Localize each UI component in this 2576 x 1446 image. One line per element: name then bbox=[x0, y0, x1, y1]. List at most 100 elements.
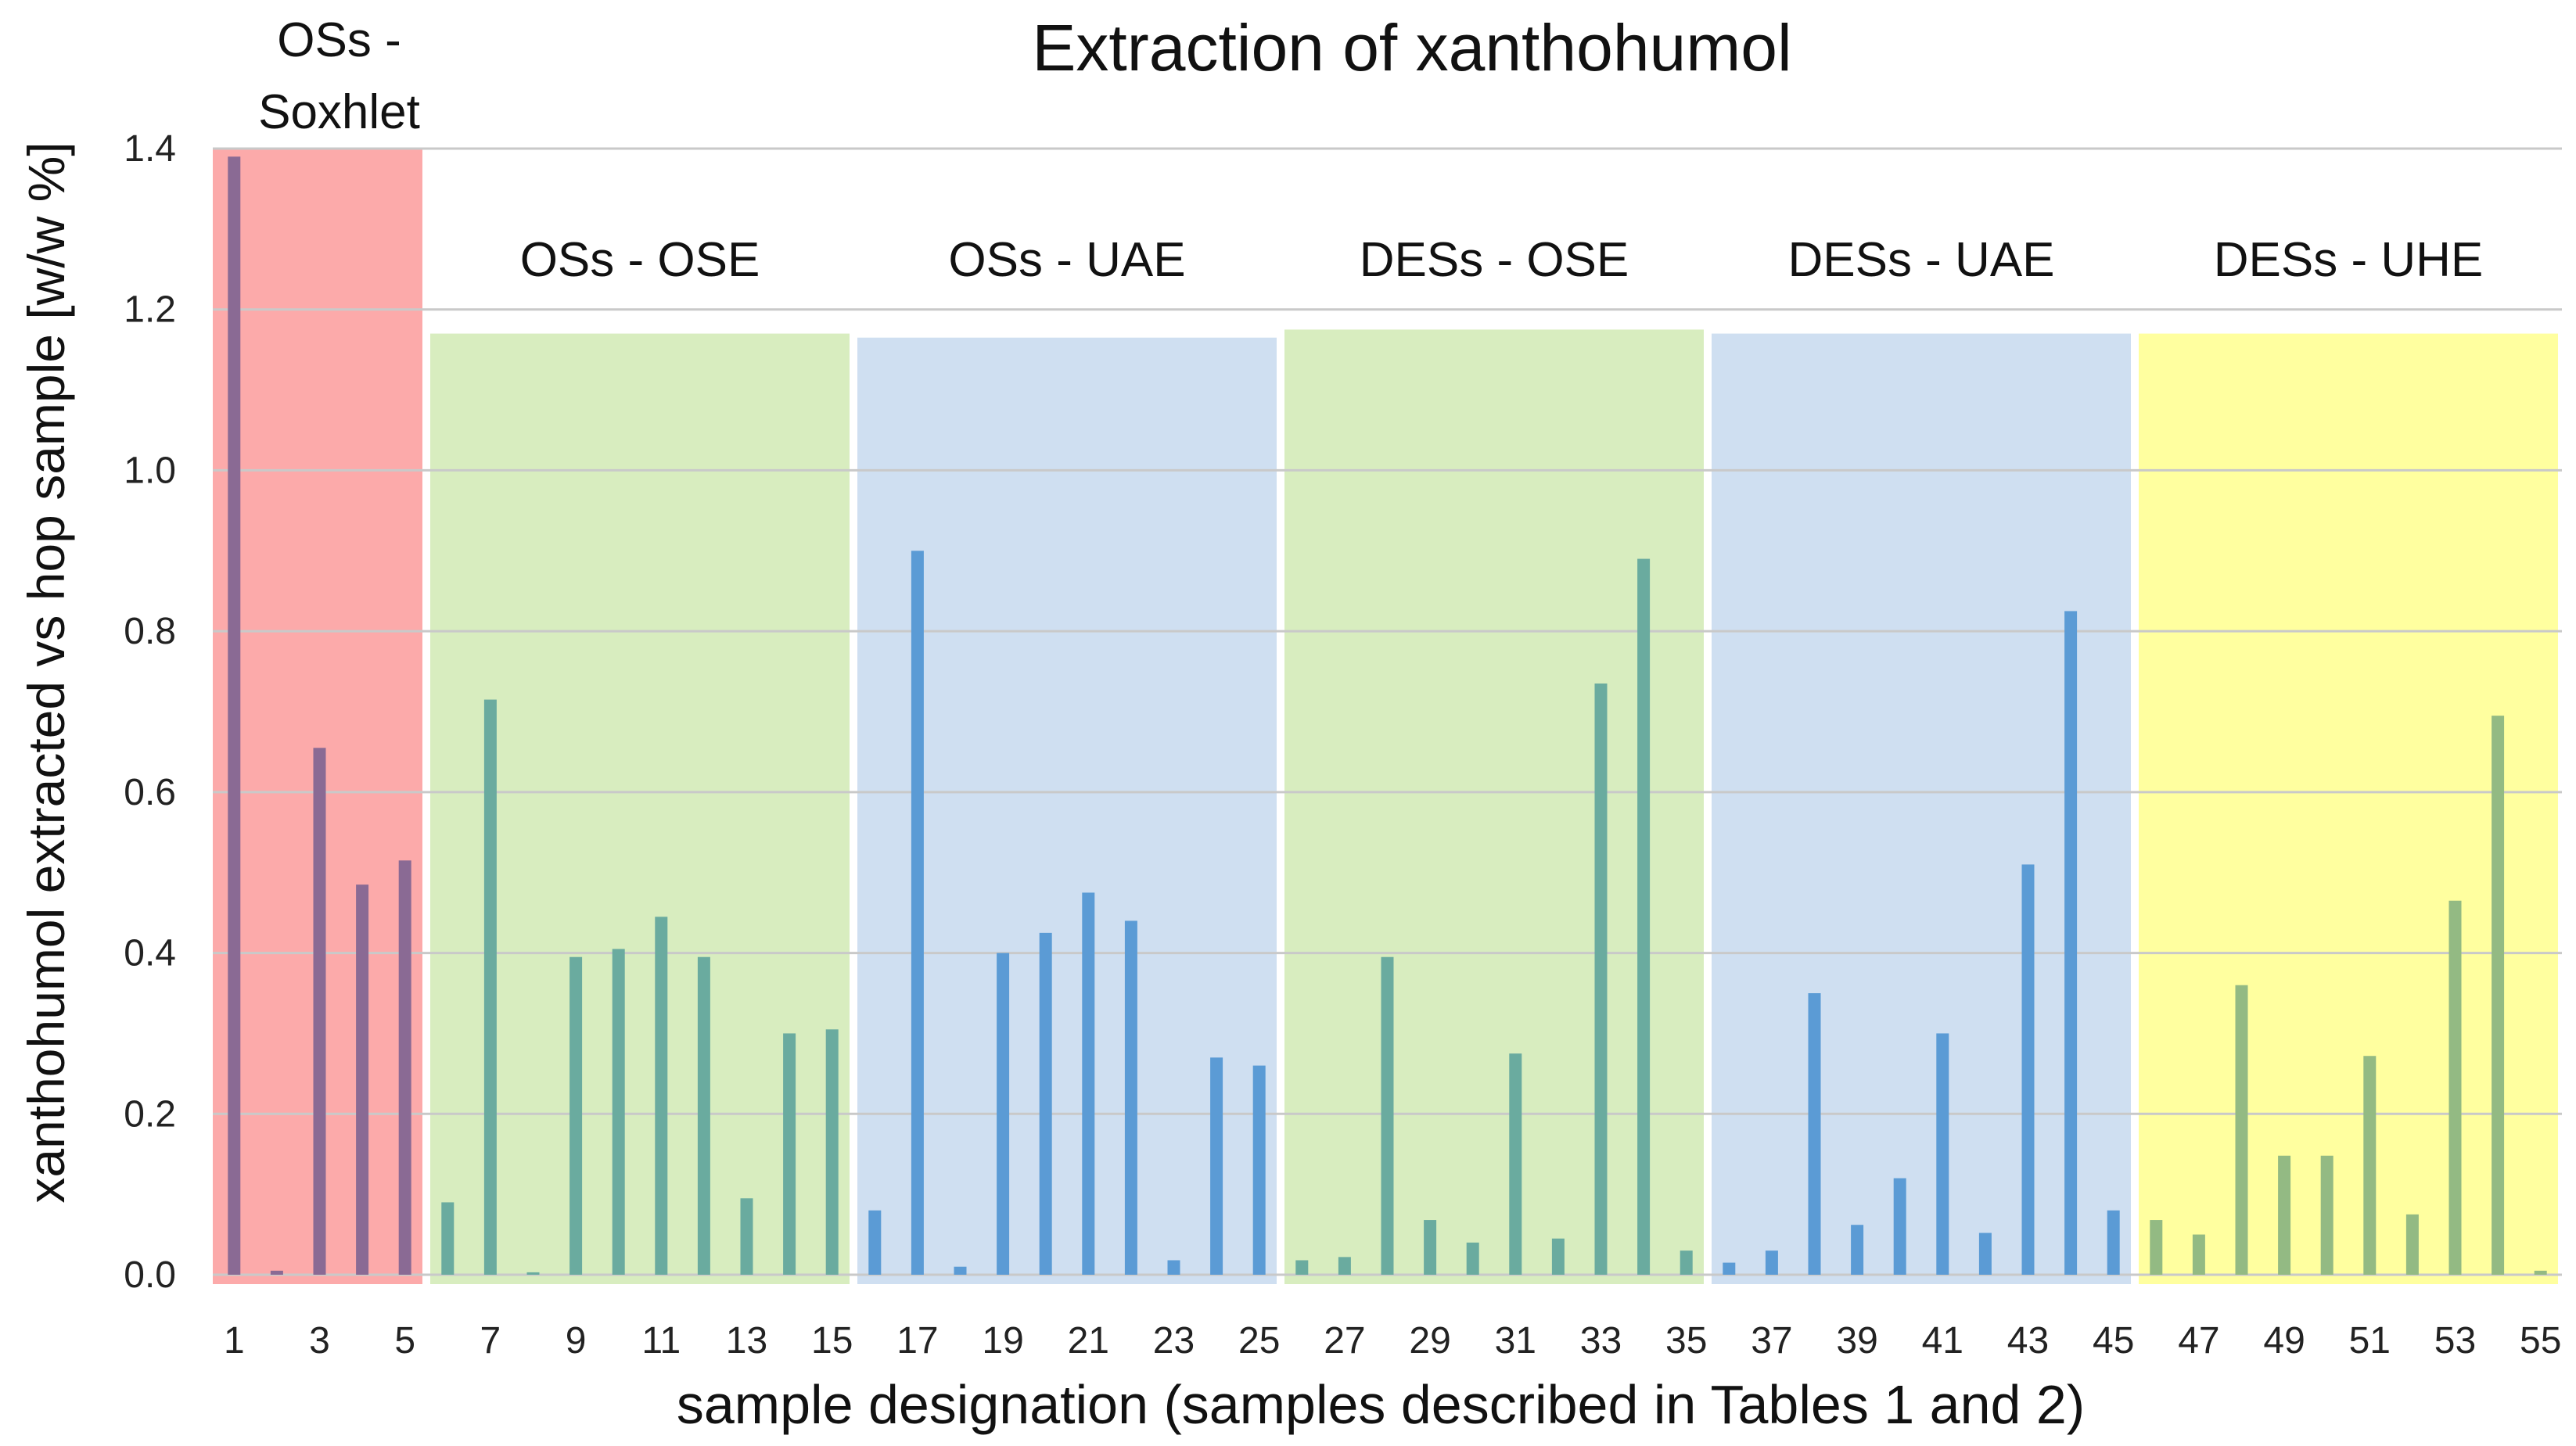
group-label: DESs - UAE bbox=[1787, 233, 2054, 287]
bar-sample-18 bbox=[954, 1266, 967, 1275]
bar-sample-21 bbox=[1082, 892, 1095, 1275]
x-tick-label: 25 bbox=[1238, 1320, 1280, 1362]
x-tick-label: 15 bbox=[811, 1320, 853, 1362]
group-band bbox=[430, 333, 850, 1285]
group-label-line: Soxhlet bbox=[258, 85, 420, 139]
bar-sample-16 bbox=[868, 1210, 882, 1275]
bar-sample-13 bbox=[740, 1198, 753, 1275]
x-tick-label: 43 bbox=[2007, 1320, 2049, 1362]
x-tick-label: 37 bbox=[1751, 1320, 1792, 1362]
bar-sample-25 bbox=[1252, 1065, 1266, 1275]
bar-sample-3 bbox=[313, 748, 326, 1275]
bar-sample-4 bbox=[356, 884, 369, 1275]
x-tick-label: 31 bbox=[1495, 1320, 1536, 1362]
bar-sample-1 bbox=[228, 156, 241, 1275]
bar-sample-24 bbox=[1210, 1057, 1223, 1275]
bar-sample-37 bbox=[1765, 1250, 1778, 1275]
gridlines bbox=[213, 147, 2562, 1276]
bar-sample-53 bbox=[2448, 900, 2462, 1275]
bar-sample-54 bbox=[2492, 716, 2505, 1275]
group-band bbox=[1712, 333, 2131, 1285]
x-tick-label: 13 bbox=[726, 1320, 767, 1362]
y-tick-label: 0.6 bbox=[124, 772, 176, 813]
bar-sample-42 bbox=[1978, 1233, 1992, 1275]
y-tick-label: 1.4 bbox=[124, 128, 176, 170]
bar-sample-47 bbox=[2192, 1234, 2205, 1275]
bar-sample-17 bbox=[911, 551, 924, 1275]
x-tick-label: 5 bbox=[394, 1320, 415, 1362]
y-tick-label: 1.2 bbox=[124, 289, 176, 331]
bar-sample-10 bbox=[612, 949, 625, 1275]
bar-sample-20 bbox=[1039, 932, 1052, 1275]
bar-sample-40 bbox=[1893, 1178, 1906, 1275]
bars bbox=[228, 156, 2547, 1275]
x-tick-label: 21 bbox=[1068, 1320, 1109, 1362]
x-tick-label: 9 bbox=[566, 1320, 587, 1362]
group-labels: OSs - Soxhlet OSs - OSE OSs - UAE DESs - OSE… bbox=[258, 13, 2483, 287]
bar-sample-26 bbox=[1295, 1260, 1309, 1275]
bar-sample-12 bbox=[697, 956, 710, 1275]
bar-sample-44 bbox=[2064, 611, 2078, 1275]
bar-sample-39 bbox=[1851, 1225, 1864, 1275]
x-tick-label: 11 bbox=[641, 1320, 681, 1362]
x-tick-label: 27 bbox=[1324, 1320, 1365, 1362]
x-tick-label: 41 bbox=[1922, 1320, 1963, 1362]
x-tick-label: 39 bbox=[1836, 1320, 1877, 1362]
bar-sample-19 bbox=[997, 953, 1010, 1275]
bar-sample-45 bbox=[2107, 1210, 2120, 1275]
bar-sample-41 bbox=[1936, 1033, 1949, 1275]
bar-sample-31 bbox=[1509, 1053, 1522, 1275]
x-tick-label: 19 bbox=[982, 1320, 1023, 1362]
bar-sample-46 bbox=[2150, 1220, 2163, 1275]
bar-sample-23 bbox=[1167, 1260, 1180, 1275]
bar-sample-49 bbox=[2278, 1155, 2291, 1275]
bar-sample-9 bbox=[569, 956, 583, 1275]
bar-sample-33 bbox=[1594, 684, 1608, 1275]
bar-sample-28 bbox=[1381, 956, 1394, 1275]
x-axis-label: sample designation (samples described in… bbox=[677, 1374, 2085, 1435]
group-label: DESs - OSE bbox=[1360, 233, 1629, 287]
group-label: OSs - UAE bbox=[948, 233, 1185, 287]
bar-sample-8 bbox=[526, 1272, 540, 1275]
x-tick-label: 45 bbox=[2093, 1320, 2134, 1362]
bar-sample-38 bbox=[1808, 993, 1821, 1275]
chart-title: Extraction of xanthohumol bbox=[1032, 11, 1791, 84]
bar-sample-43 bbox=[2021, 864, 2035, 1275]
bar-sample-35 bbox=[1680, 1250, 1693, 1275]
x-tick-label: 1 bbox=[224, 1320, 245, 1362]
bar-sample-5 bbox=[398, 860, 411, 1275]
bar-sample-27 bbox=[1338, 1257, 1351, 1275]
x-tick-labels: 1 3 5 7 9 11 13 15 17 19 21 23 25 27 29 31 33 35 37 39 41 43 4… bbox=[224, 1320, 2561, 1362]
y-tick-label: 0.2 bbox=[124, 1093, 176, 1135]
y-axis-label: xanthohumol extracted vs hop sample [w/w… bbox=[17, 142, 75, 1203]
x-tick-label: 29 bbox=[1409, 1320, 1450, 1362]
group-band bbox=[1284, 329, 1704, 1284]
x-tick-label: 49 bbox=[2263, 1320, 2305, 1362]
bar-sample-50 bbox=[2320, 1155, 2333, 1275]
y-tick-label: 0.0 bbox=[124, 1254, 176, 1296]
bar-sample-52 bbox=[2405, 1214, 2419, 1275]
bar-sample-34 bbox=[1637, 558, 1651, 1275]
bar-sample-32 bbox=[1551, 1238, 1565, 1275]
group-label: DESs - UHE bbox=[2214, 233, 2483, 287]
bar-sample-6 bbox=[441, 1202, 454, 1275]
group-band bbox=[2139, 333, 2558, 1285]
x-tick-label: 17 bbox=[896, 1320, 938, 1362]
y-tick-label: 0.4 bbox=[124, 933, 176, 974]
bar-sample-2 bbox=[270, 1270, 283, 1275]
x-tick-label: 51 bbox=[2349, 1320, 2391, 1362]
bar-sample-11 bbox=[655, 917, 668, 1275]
group-bands bbox=[213, 149, 2558, 1285]
x-tick-label: 35 bbox=[1665, 1320, 1707, 1362]
bar-sample-51 bbox=[2363, 1056, 2377, 1275]
group-label-line: OSs - bbox=[277, 13, 401, 67]
x-tick-label: 23 bbox=[1153, 1320, 1195, 1362]
x-tick-label: 7 bbox=[480, 1320, 501, 1362]
x-tick-label: 55 bbox=[2520, 1320, 2561, 1362]
y-tick-label: 1.0 bbox=[124, 450, 176, 491]
x-tick-label: 33 bbox=[1580, 1320, 1622, 1362]
y-tick-label: 0.8 bbox=[124, 611, 176, 652]
x-tick-label: 47 bbox=[2178, 1320, 2219, 1362]
bar-sample-29 bbox=[1424, 1220, 1437, 1275]
